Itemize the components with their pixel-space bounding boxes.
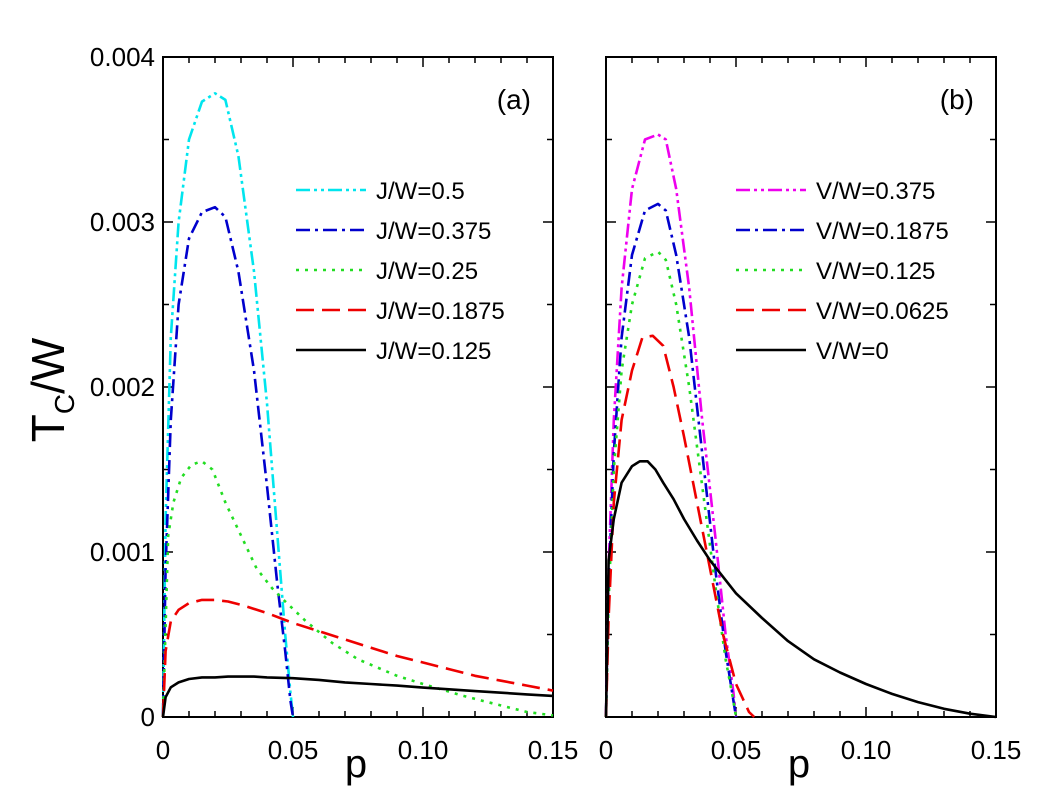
y-axis-label-tail: /W — [22, 337, 74, 394]
x-tick-label: 0 — [156, 735, 170, 765]
y-tick-label: 0.002 — [90, 372, 155, 402]
legend-label: J/W=0.5 — [376, 178, 465, 205]
series-line — [604, 250, 738, 718]
panel-b: 0 0.05 0.10 0.15 p (b) V/W=0.375 V/W=0.1875 V/W=… — [599, 56, 1022, 786]
x-tick-label: 0.10 — [841, 735, 892, 765]
plot-frame — [605, 56, 997, 718]
y-tick-label: 0 — [141, 702, 155, 732]
y-tick-label: 0.001 — [90, 537, 155, 567]
legend-label: V/W=0.375 — [816, 178, 935, 205]
x-tick-label: 0.15 — [971, 735, 1022, 765]
series-line — [604, 334, 756, 718]
x-axis-label: p — [345, 742, 367, 786]
series-line — [161, 92, 295, 718]
legend-label: J/W=0.125 — [376, 338, 491, 365]
legend-label: V/W=0 — [816, 338, 889, 365]
plot-frame — [162, 56, 554, 718]
panel-a: 0 0.05 0.10 0.15 0 0.001 0.002 0.003 0.004 p (a) J/… — [90, 42, 578, 786]
series-line — [604, 202, 738, 718]
x-tick-label: 0.05 — [711, 735, 762, 765]
legend-label: V/W=0.1875 — [816, 218, 949, 245]
series-line — [161, 205, 295, 718]
legend-label: J/W=0.1875 — [376, 298, 505, 325]
x-tick-label: 0.15 — [528, 735, 579, 765]
x-tick-label: 0 — [599, 735, 613, 765]
y-axis-label-sub: C — [49, 394, 80, 414]
y-tick-label: 0.003 — [90, 207, 155, 237]
y-axis-label: TC/W — [22, 337, 80, 442]
panel-label: (b) — [940, 84, 974, 115]
legend-label: V/W=0.125 — [816, 258, 935, 285]
legend-label: V/W=0.0625 — [816, 298, 949, 325]
series-line — [604, 459, 997, 719]
series-line — [161, 459, 554, 718]
x-tick-label: 0.05 — [268, 735, 319, 765]
series-line — [604, 133, 738, 718]
x-tick-label: 0.10 — [398, 735, 449, 765]
series-line — [161, 675, 554, 718]
x-axis-label: p — [788, 742, 810, 786]
legend-label: J/W=0.375 — [376, 218, 491, 245]
y-axis-label-main: T — [22, 414, 74, 442]
panel-label: (a) — [497, 84, 531, 115]
series-line — [161, 598, 554, 718]
legend-label: J/W=0.25 — [376, 258, 478, 285]
y-tick-label: 0.004 — [90, 42, 155, 72]
